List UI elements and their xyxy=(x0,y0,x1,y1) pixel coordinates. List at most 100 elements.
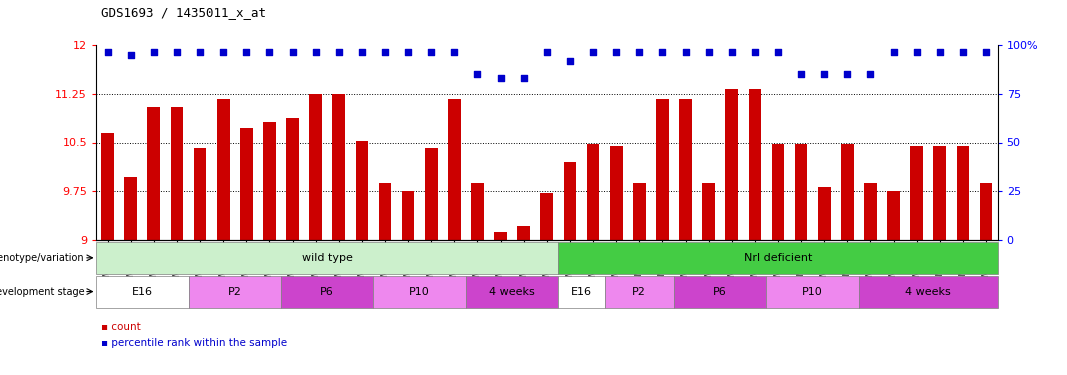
Bar xyxy=(864,183,877,240)
Point xyxy=(955,48,972,54)
Point xyxy=(908,48,925,54)
Text: P6: P6 xyxy=(714,286,727,297)
Bar xyxy=(841,144,854,240)
Bar xyxy=(101,133,114,240)
Text: P6: P6 xyxy=(320,286,334,297)
Bar xyxy=(702,183,715,240)
Point xyxy=(400,48,417,54)
Point xyxy=(214,48,232,54)
Text: P10: P10 xyxy=(410,286,430,297)
Bar xyxy=(379,183,392,240)
Text: development stage: development stage xyxy=(0,286,84,297)
Point xyxy=(886,48,903,54)
Bar xyxy=(859,276,998,308)
Bar xyxy=(517,226,530,240)
Bar xyxy=(466,276,558,308)
Bar xyxy=(633,183,646,240)
Bar xyxy=(818,187,830,240)
Bar xyxy=(264,122,275,240)
Text: P2: P2 xyxy=(227,286,242,297)
Bar xyxy=(281,276,373,308)
Bar xyxy=(147,107,160,240)
Text: E16: E16 xyxy=(571,286,592,297)
Point xyxy=(492,75,509,81)
Bar xyxy=(217,99,229,240)
Bar xyxy=(472,183,483,240)
Bar xyxy=(494,232,507,240)
Text: ▪ count: ▪ count xyxy=(101,322,141,333)
Bar xyxy=(425,148,437,240)
Point xyxy=(862,71,879,77)
Point xyxy=(931,48,949,54)
Bar xyxy=(448,99,461,240)
Bar xyxy=(402,191,414,240)
Bar xyxy=(888,191,899,240)
Bar xyxy=(194,148,206,240)
Bar xyxy=(766,276,859,308)
Point xyxy=(515,75,532,81)
Bar xyxy=(541,193,553,240)
Point xyxy=(192,48,209,54)
Point xyxy=(769,48,786,54)
Point xyxy=(608,48,625,54)
Point xyxy=(284,48,301,54)
Bar xyxy=(96,242,558,274)
Point xyxy=(816,71,833,77)
Point xyxy=(723,48,740,54)
Bar xyxy=(355,141,368,240)
Point xyxy=(377,48,394,54)
Bar xyxy=(957,146,969,240)
Bar xyxy=(558,276,605,308)
Point xyxy=(539,48,556,54)
Bar xyxy=(373,276,466,308)
Text: ▪ percentile rank within the sample: ▪ percentile rank within the sample xyxy=(101,338,287,348)
Bar xyxy=(189,276,281,308)
Point xyxy=(561,58,578,64)
Point xyxy=(469,71,487,77)
Text: 4 weeks: 4 weeks xyxy=(906,286,951,297)
Bar xyxy=(96,276,189,308)
Point xyxy=(353,48,370,54)
Bar xyxy=(587,144,600,240)
Point xyxy=(793,71,810,77)
Point xyxy=(747,48,764,54)
Point xyxy=(145,48,162,54)
Text: P10: P10 xyxy=(802,286,823,297)
Point xyxy=(700,48,717,54)
Point xyxy=(307,48,324,54)
Bar xyxy=(171,107,184,240)
Point xyxy=(654,48,671,54)
Bar xyxy=(749,89,761,240)
Point xyxy=(99,48,116,54)
Point xyxy=(169,48,186,54)
Point xyxy=(446,48,463,54)
Bar xyxy=(674,276,766,308)
Point xyxy=(238,48,255,54)
Bar xyxy=(980,183,992,240)
Point xyxy=(123,52,139,58)
Point xyxy=(331,48,348,54)
Text: GDS1693 / 1435011_x_at: GDS1693 / 1435011_x_at xyxy=(101,6,267,19)
Bar xyxy=(333,94,345,240)
Point xyxy=(260,48,277,54)
Text: 4 weeks: 4 weeks xyxy=(490,286,535,297)
Bar xyxy=(286,118,299,240)
Point xyxy=(585,48,602,54)
Bar xyxy=(934,146,946,240)
Bar xyxy=(910,146,923,240)
Point xyxy=(977,48,994,54)
Point xyxy=(631,48,648,54)
Point xyxy=(423,48,440,54)
Text: genotype/variation: genotype/variation xyxy=(0,253,84,263)
Bar xyxy=(656,99,669,240)
Bar xyxy=(726,89,738,240)
Bar xyxy=(680,99,691,240)
Bar xyxy=(563,162,576,240)
Bar xyxy=(240,128,253,240)
Bar xyxy=(610,146,622,240)
Bar xyxy=(309,94,322,240)
Bar xyxy=(771,144,784,240)
Bar xyxy=(125,177,137,240)
Point xyxy=(839,71,856,77)
Text: P2: P2 xyxy=(633,286,647,297)
